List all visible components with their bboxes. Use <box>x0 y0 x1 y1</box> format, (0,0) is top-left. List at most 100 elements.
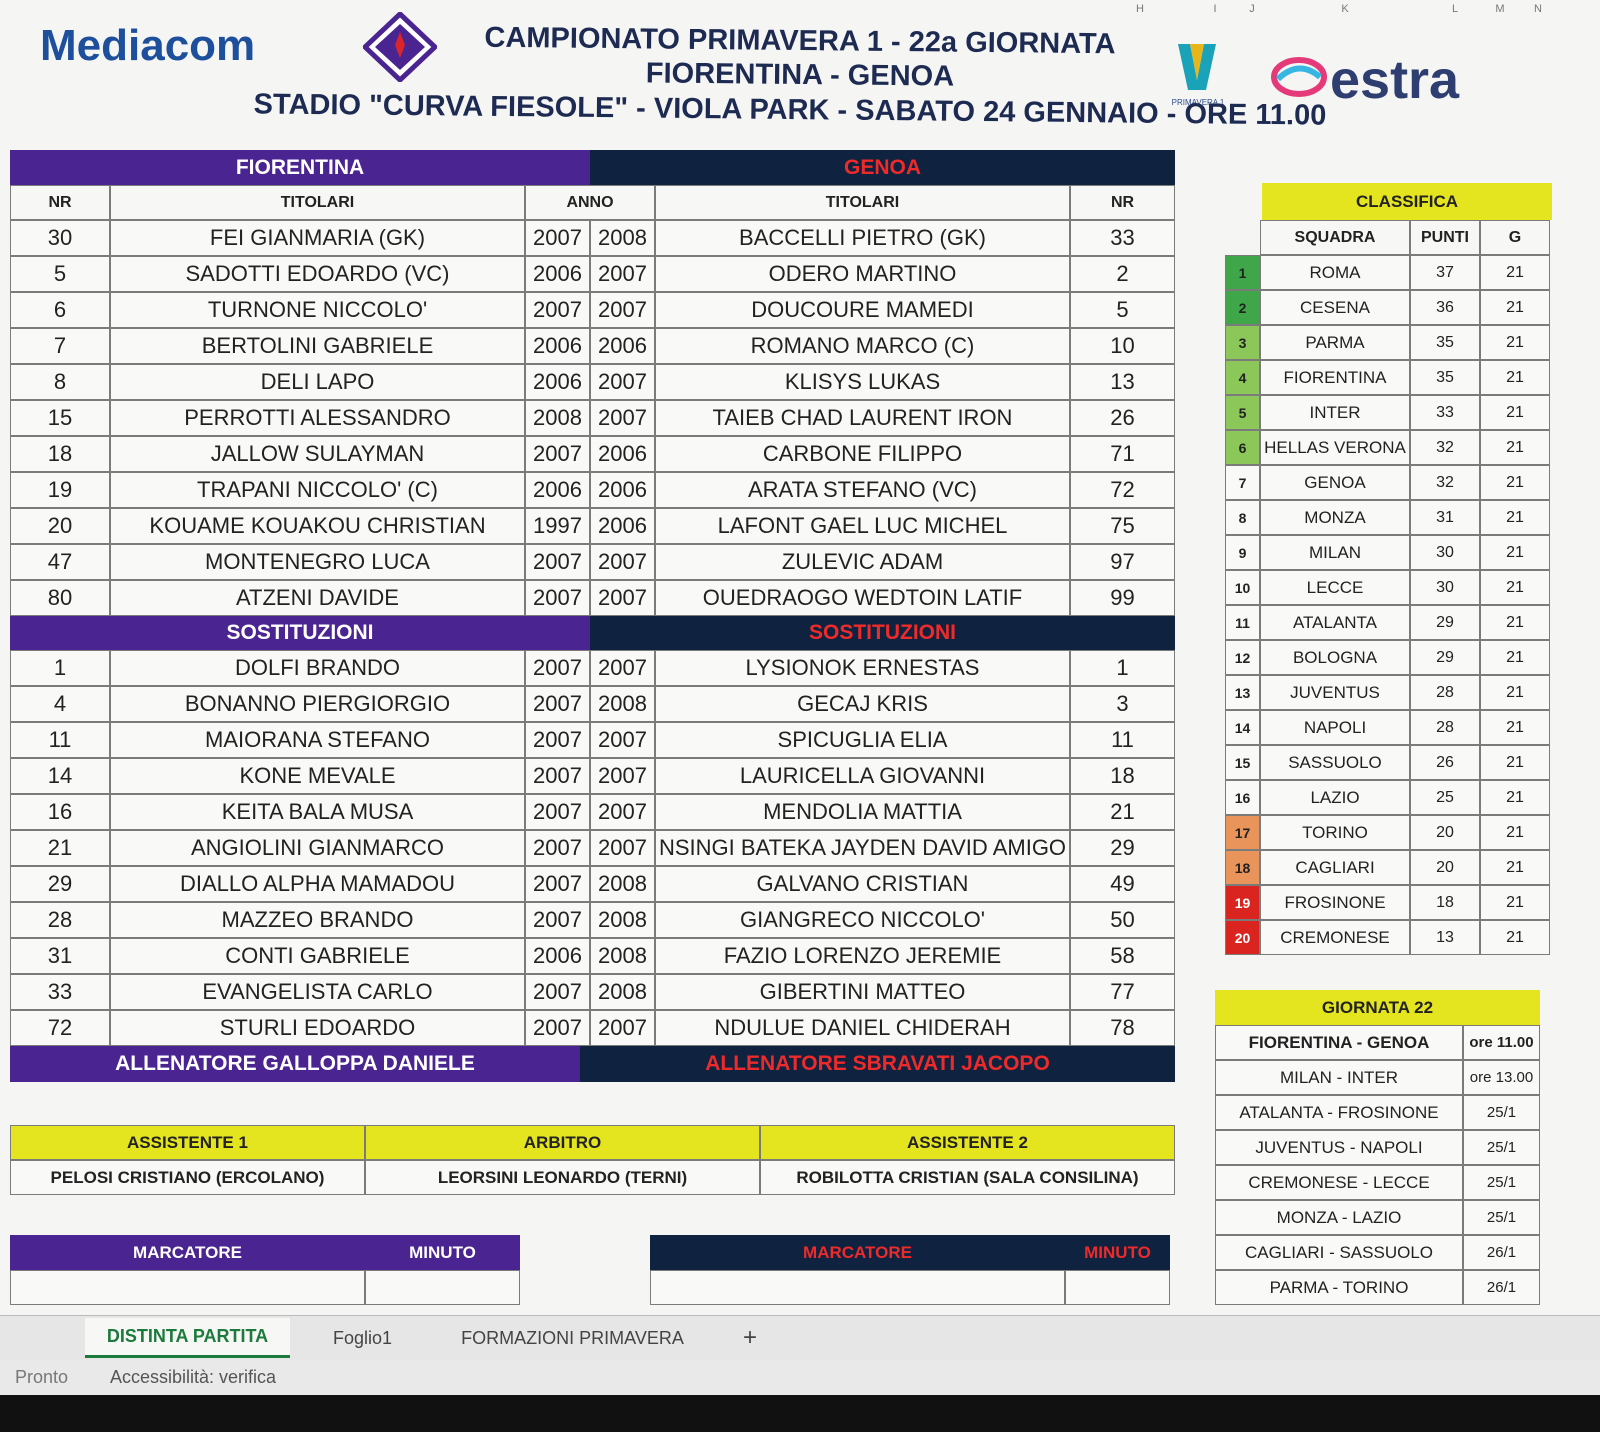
player-name: DELI LAPO <box>110 364 525 400</box>
played: 21 <box>1480 465 1550 500</box>
player-name: MAIORANA STEFANO <box>110 722 525 758</box>
played: 21 <box>1480 605 1550 640</box>
birth-year: 2008 <box>590 686 655 722</box>
player-name: NSINGI BATEKA JAYDEN DAVID AMIGO <box>655 830 1070 866</box>
sponsor-right: estra <box>1330 50 1460 110</box>
player-number: 31 <box>10 938 110 974</box>
official-role: ASSISTENTE 2 <box>760 1125 1175 1160</box>
fixture-time: 25/1 <box>1463 1165 1540 1200</box>
birth-year: 2006 <box>525 472 590 508</box>
player-name: ROMANO MARCO (C) <box>655 328 1070 364</box>
fixture-time: 25/1 <box>1463 1200 1540 1235</box>
player-number: 11 <box>1070 722 1175 758</box>
birth-year: 2006 <box>525 256 590 292</box>
column-header: ANNO <box>525 185 655 220</box>
team: GENOA <box>1260 465 1410 500</box>
rank: 17 <box>1225 815 1260 850</box>
logo-caption: PRIMAVERA 1 <box>1171 97 1225 107</box>
player-name: ARATA STEFANO (VC) <box>655 472 1070 508</box>
player-number: 1 <box>1070 650 1175 686</box>
player-name: GALVANO CRISTIAN <box>655 866 1070 902</box>
player-name: MONTENEGRO LUCA <box>110 544 525 580</box>
fixture-time: ore 13.00 <box>1463 1060 1540 1095</box>
team: LECCE <box>1260 570 1410 605</box>
column-letter: I <box>1213 3 1217 15</box>
status-bar <box>0 1360 1600 1395</box>
player-name: STURLI EDOARDO <box>110 1010 525 1046</box>
player-number: 16 <box>10 794 110 830</box>
player-number: 5 <box>10 256 110 292</box>
fixture-time: ore 11.00 <box>1463 1025 1540 1060</box>
standings-header: PUNTI <box>1410 220 1480 255</box>
birth-year: 2007 <box>590 650 655 686</box>
player-number: 11 <box>10 722 110 758</box>
player-number: 58 <box>1070 938 1175 974</box>
fixture-time: 26/1 <box>1463 1270 1540 1305</box>
birth-year: 2008 <box>590 220 655 256</box>
rank: 10 <box>1225 570 1260 605</box>
points: 36 <box>1410 290 1480 325</box>
birth-year: 1997 <box>525 508 590 544</box>
player-name: CARBONE FILIPPO <box>655 436 1070 472</box>
fixture-time: 25/1 <box>1463 1095 1540 1130</box>
player-number: 18 <box>1070 758 1175 794</box>
played: 21 <box>1480 535 1550 570</box>
player-number: 20 <box>10 508 110 544</box>
player-number: 29 <box>1070 830 1175 866</box>
fixture: MILAN - INTER <box>1215 1060 1463 1095</box>
player-name: FEI GIANMARIA (GK) <box>110 220 525 256</box>
player-number: 7 <box>10 328 110 364</box>
sheet-nav[interactable] <box>5 1320 55 1355</box>
rank: 2 <box>1225 290 1260 325</box>
player-name: MAZZEO BRANDO <box>110 902 525 938</box>
player-name: TURNONE NICCOLO' <box>110 292 525 328</box>
points: 13 <box>1410 920 1480 955</box>
points: 30 <box>1410 535 1480 570</box>
scorer-cell <box>650 1270 1065 1305</box>
sheet-tab[interactable]: + <box>742 1324 757 1351</box>
player-name: LAFONT GAEL LUC MICHEL <box>655 508 1070 544</box>
birth-year: 2007 <box>525 722 590 758</box>
official-role: ASSISTENTE 1 <box>10 1125 365 1160</box>
played: 21 <box>1480 780 1550 815</box>
birth-year: 2007 <box>525 650 590 686</box>
birth-year: 2007 <box>590 830 655 866</box>
birth-year: 2007 <box>525 292 590 328</box>
team: JUVENTUS <box>1260 675 1410 710</box>
column-header: NR <box>1070 185 1175 220</box>
fixture: CAGLIARI - SASSUOLO <box>1215 1235 1463 1270</box>
scorer-header: MARCATORE <box>10 1235 365 1270</box>
birth-year: 2007 <box>590 364 655 400</box>
sheet-tab[interactable]: FORMAZIONI PRIMAVERA <box>461 1327 684 1348</box>
player-name: PERROTTI ALESSANDRO <box>110 400 525 436</box>
played: 21 <box>1480 675 1550 710</box>
team: CESENA <box>1260 290 1410 325</box>
scorer-header: MINUTO <box>365 1235 520 1270</box>
team: ROMA <box>1260 255 1410 290</box>
player-number: 14 <box>10 758 110 794</box>
status-accessibility[interactable]: Accessibilità: verifica <box>110 1367 277 1387</box>
player-number: 97 <box>1070 544 1175 580</box>
sheet-tab[interactable]: DISTINTA PARTITA <box>85 1318 290 1358</box>
birth-year: 2007 <box>590 1010 655 1046</box>
birth-year: 2008 <box>590 938 655 974</box>
points: 35 <box>1410 325 1480 360</box>
scorer-cell <box>365 1270 520 1305</box>
team: INTER <box>1260 395 1410 430</box>
fixtures-title: GIORNATA 22 <box>1215 990 1540 1025</box>
scorer-cell <box>1065 1270 1170 1305</box>
fixture: ATALANTA - FROSINONE <box>1215 1095 1463 1130</box>
club-logo <box>363 12 437 82</box>
sheet-tab[interactable]: Foglio1 <box>332 1327 393 1348</box>
column-letter: K <box>1341 3 1349 15</box>
column-letter: H <box>1136 3 1144 15</box>
team: MONZA <box>1260 500 1410 535</box>
birth-year: 2007 <box>525 686 590 722</box>
rank: 5 <box>1225 395 1260 430</box>
standings-header: SQUADRA <box>1260 220 1410 255</box>
player-number: 30 <box>10 220 110 256</box>
column-header: TITOLARI <box>655 185 1070 220</box>
player-number: 3 <box>1070 686 1175 722</box>
player-number: 13 <box>1070 364 1175 400</box>
played: 21 <box>1480 850 1550 885</box>
